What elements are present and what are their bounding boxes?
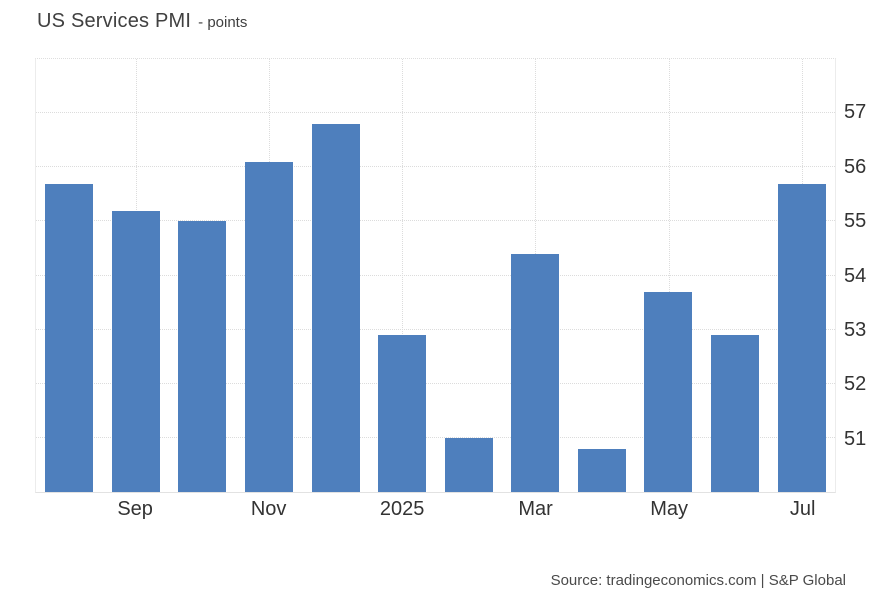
bar-slot	[236, 59, 303, 492]
chart-title-text: US Services PMI	[37, 10, 192, 32]
x-gridline	[402, 59, 404, 492]
bar-sep-2024[interactable]	[111, 210, 160, 492]
y-gridline	[36, 220, 835, 222]
bar-slot	[635, 59, 702, 492]
y-gridline	[36, 436, 835, 438]
y-gridline	[36, 166, 835, 168]
bar-nov-2024[interactable]	[245, 161, 294, 492]
bar-may-2025[interactable]	[644, 291, 693, 492]
bar-slot	[435, 59, 502, 492]
source-attribution: Source: tradingeconomics.com | S&P Globa…	[550, 572, 846, 589]
x-tick-label: Jul	[789, 498, 816, 520]
x-tick-label: Nov	[250, 498, 287, 520]
bar-slot	[169, 59, 236, 492]
chart-unit-label: - points	[198, 14, 248, 31]
bar-dec-2024[interactable]	[311, 123, 360, 492]
y-tick-label: 53	[844, 318, 867, 341]
y-tick-label: 56	[844, 155, 867, 178]
bar-slot	[369, 59, 436, 492]
x-tick-label: 2025	[379, 498, 425, 520]
y-tick-label: 52	[844, 373, 867, 396]
y-gridline	[36, 112, 835, 114]
x-tick-label: Mar	[518, 498, 553, 520]
bar-slot	[768, 59, 835, 492]
y-gridline	[36, 328, 835, 330]
y-gridline	[36, 382, 835, 384]
bar-slot	[302, 59, 369, 492]
bar-slot	[569, 59, 636, 492]
bar-mar-2025[interactable]	[511, 253, 560, 492]
y-gridline	[36, 274, 835, 276]
bar-oct-2024[interactable]	[178, 221, 227, 492]
bar-feb-2025[interactable]	[444, 437, 493, 492]
bar-slot	[502, 59, 569, 492]
bar-apr-2025[interactable]	[577, 448, 626, 492]
bar-jan-2025[interactable]	[378, 335, 427, 492]
x-tick-label: Sep	[117, 498, 153, 520]
bar-jun-2025[interactable]	[711, 335, 760, 492]
bars	[36, 59, 835, 492]
y-tick-label: 54	[844, 264, 867, 287]
bar-slot	[36, 59, 103, 492]
bar-jul-2025[interactable]	[777, 183, 826, 492]
plot-area	[35, 58, 836, 493]
bar-slot	[103, 59, 170, 492]
chart-title: US Services PMI - points	[37, 10, 247, 33]
bar-aug-2024[interactable]	[45, 183, 94, 492]
x-tick-label: May	[650, 498, 689, 520]
bar-slot	[702, 59, 769, 492]
y-tick-label: 51	[844, 427, 867, 450]
x-gridline	[668, 59, 670, 492]
y-tick-label: 57	[844, 101, 867, 124]
y-tick-label: 55	[844, 210, 867, 233]
